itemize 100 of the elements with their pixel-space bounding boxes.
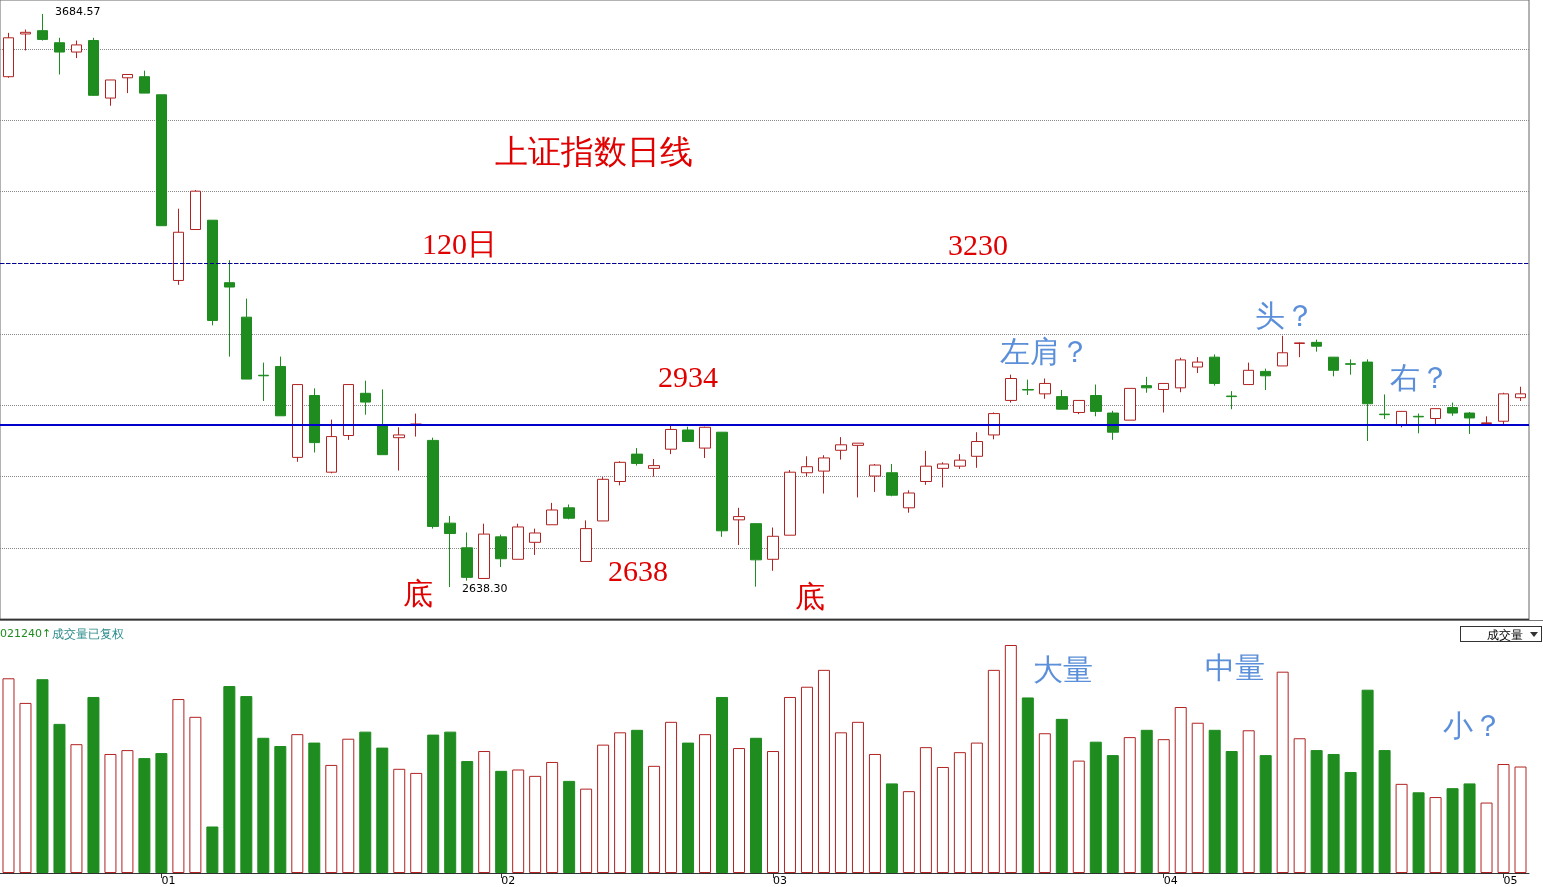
bar bbox=[121, 750, 134, 873]
annotation: 2638 bbox=[608, 553, 668, 587]
bar bbox=[376, 747, 389, 873]
annotation: 头？ bbox=[1255, 298, 1315, 332]
bar bbox=[1514, 766, 1527, 873]
bar bbox=[1038, 733, 1051, 873]
annotation: 底 bbox=[403, 576, 433, 610]
candlestick bbox=[122, 74, 133, 94]
bar bbox=[461, 761, 474, 873]
ref-line-label: 2934 bbox=[658, 359, 718, 393]
candlestick bbox=[988, 411, 1000, 440]
candlestick bbox=[292, 384, 303, 463]
candlestick bbox=[105, 79, 116, 107]
candlestick bbox=[495, 534, 507, 568]
bar bbox=[563, 780, 576, 873]
bar bbox=[580, 788, 593, 873]
bar bbox=[648, 765, 661, 873]
candlestick bbox=[1413, 413, 1424, 434]
candlestick bbox=[1141, 376, 1152, 394]
candlestick bbox=[1039, 378, 1051, 400]
bar bbox=[529, 775, 542, 873]
candlestick bbox=[173, 208, 184, 286]
bar bbox=[919, 747, 932, 873]
candlestick bbox=[835, 436, 847, 461]
candlestick bbox=[1464, 411, 1475, 435]
bar bbox=[1123, 737, 1136, 873]
candlestick bbox=[1090, 384, 1102, 417]
bar bbox=[1344, 772, 1357, 873]
candlestick bbox=[309, 387, 320, 453]
bar bbox=[478, 751, 491, 873]
bar bbox=[1497, 764, 1510, 873]
candlestick bbox=[1158, 382, 1169, 413]
candlestick bbox=[139, 70, 150, 94]
candlestick bbox=[631, 447, 643, 467]
candlestick bbox=[1243, 362, 1254, 386]
candlestick bbox=[20, 29, 31, 51]
bar bbox=[665, 721, 678, 873]
bar bbox=[87, 696, 100, 873]
bar bbox=[495, 770, 508, 873]
bar bbox=[1395, 783, 1408, 873]
bar bbox=[138, 758, 151, 873]
candlestick bbox=[852, 442, 864, 498]
bar bbox=[817, 669, 830, 873]
bar bbox=[1361, 689, 1374, 873]
x-tick-label: 02 bbox=[501, 874, 516, 887]
candlestick bbox=[1379, 393, 1390, 420]
bar bbox=[410, 772, 423, 873]
candlestick bbox=[207, 219, 218, 326]
candlestick bbox=[1515, 386, 1526, 402]
candlestick bbox=[784, 469, 796, 536]
annotation: 2638.30 bbox=[462, 582, 508, 595]
candlestick bbox=[156, 94, 167, 227]
bar bbox=[1072, 760, 1085, 873]
candlestick bbox=[3, 32, 14, 79]
bar bbox=[851, 721, 864, 873]
bar bbox=[953, 752, 966, 873]
bar bbox=[546, 761, 559, 873]
x-tick-label: 05 bbox=[1503, 874, 1518, 887]
bar bbox=[1191, 722, 1204, 873]
candlestick bbox=[767, 527, 779, 572]
bar bbox=[19, 702, 32, 873]
bar bbox=[393, 768, 406, 873]
candlestick bbox=[886, 463, 898, 497]
candlestick bbox=[1209, 353, 1220, 387]
bar bbox=[699, 734, 712, 873]
candlestick bbox=[580, 519, 592, 562]
candlestick bbox=[563, 504, 575, 520]
bar bbox=[682, 742, 695, 873]
bar bbox=[172, 699, 185, 873]
bar bbox=[597, 744, 610, 873]
annotation: 左肩？ bbox=[1000, 334, 1090, 368]
dropdown-field: 成交量 bbox=[1460, 626, 1542, 642]
candlestick bbox=[54, 37, 65, 75]
candlestick bbox=[614, 460, 626, 486]
candlestick bbox=[1345, 358, 1356, 376]
candlestick bbox=[512, 523, 524, 560]
bar bbox=[1412, 792, 1425, 873]
bar bbox=[70, 744, 83, 873]
bar bbox=[2, 678, 15, 873]
bar bbox=[1480, 802, 1493, 873]
candlestick bbox=[971, 431, 983, 469]
bar bbox=[1174, 707, 1187, 873]
candlestick bbox=[1056, 389, 1068, 410]
annotation: 3684.57 bbox=[55, 5, 101, 18]
candlestick bbox=[818, 454, 830, 495]
bar bbox=[308, 742, 321, 873]
candlestick bbox=[665, 424, 677, 455]
bar bbox=[104, 753, 117, 873]
bar bbox=[1446, 788, 1459, 873]
candlestick bbox=[377, 388, 388, 456]
candlestick bbox=[869, 463, 881, 493]
bar bbox=[1055, 718, 1068, 873]
bar bbox=[1140, 729, 1153, 873]
bar bbox=[1021, 697, 1034, 873]
bar bbox=[1208, 729, 1221, 873]
candlestick bbox=[750, 523, 762, 588]
bar bbox=[766, 751, 779, 873]
x-tick-label: 01 bbox=[161, 874, 176, 887]
candlestick bbox=[1005, 374, 1017, 404]
bar bbox=[155, 753, 168, 873]
